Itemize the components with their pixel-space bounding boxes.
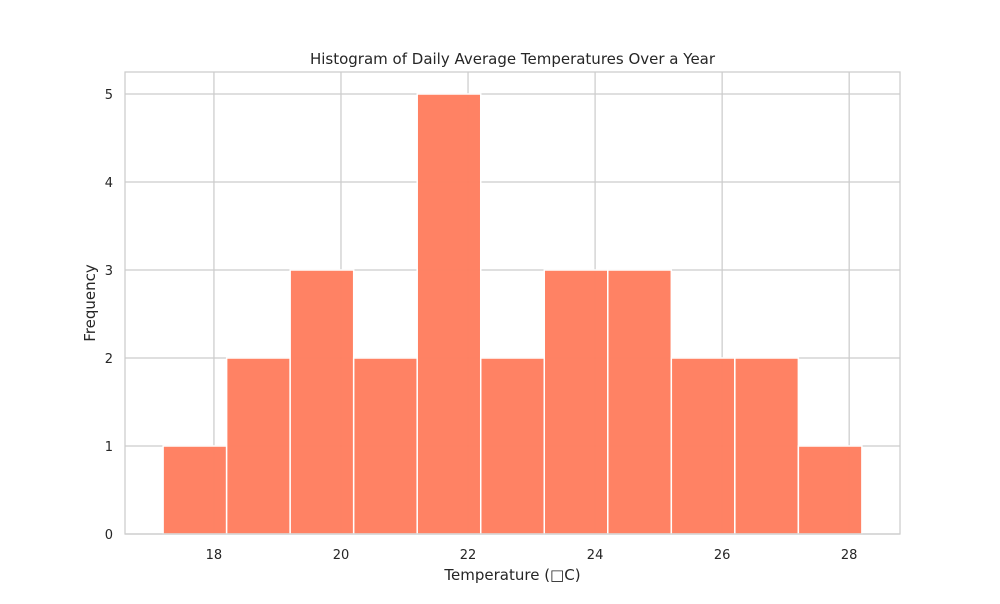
bars-layer (162, 93, 863, 535)
histogram-bar (225, 357, 291, 535)
histogram-bar (734, 357, 800, 535)
x-tick-labels: 18 20 22 24 26 28 (206, 548, 858, 563)
y-tick-label: 1 (105, 440, 113, 455)
y-tick-labels: 0 1 2 3 4 5 (105, 88, 113, 543)
histogram-bar (416, 93, 482, 535)
y-tick-label: 4 (105, 176, 113, 191)
y-tick-label: 2 (105, 352, 113, 367)
histogram-bar (607, 269, 673, 535)
y-axis-label: Frequency (81, 264, 99, 342)
x-tick-label: 28 (841, 548, 858, 563)
y-tick-label: 0 (105, 528, 113, 543)
plot-frame (124, 71, 901, 535)
x-tick-label: 18 (206, 548, 223, 563)
y-tick-label: 5 (105, 88, 113, 103)
y-tick-label: 3 (105, 264, 113, 279)
histogram-bar (352, 357, 418, 535)
histogram-bar (670, 357, 736, 535)
x-tick-label: 24 (587, 548, 604, 563)
histogram-bar (797, 445, 863, 535)
histogram-bar (479, 357, 546, 535)
histogram-bar (543, 269, 609, 535)
histogram-bar (289, 269, 355, 535)
chart-title: Histogram of Daily Average Temperatures … (310, 50, 716, 68)
x-axis-label: Temperature (□C) (443, 566, 580, 584)
x-tick-label: 20 (333, 548, 350, 563)
histogram-bar (162, 445, 228, 535)
x-tick-label: 22 (460, 548, 477, 563)
x-tick-label: 26 (714, 548, 731, 563)
